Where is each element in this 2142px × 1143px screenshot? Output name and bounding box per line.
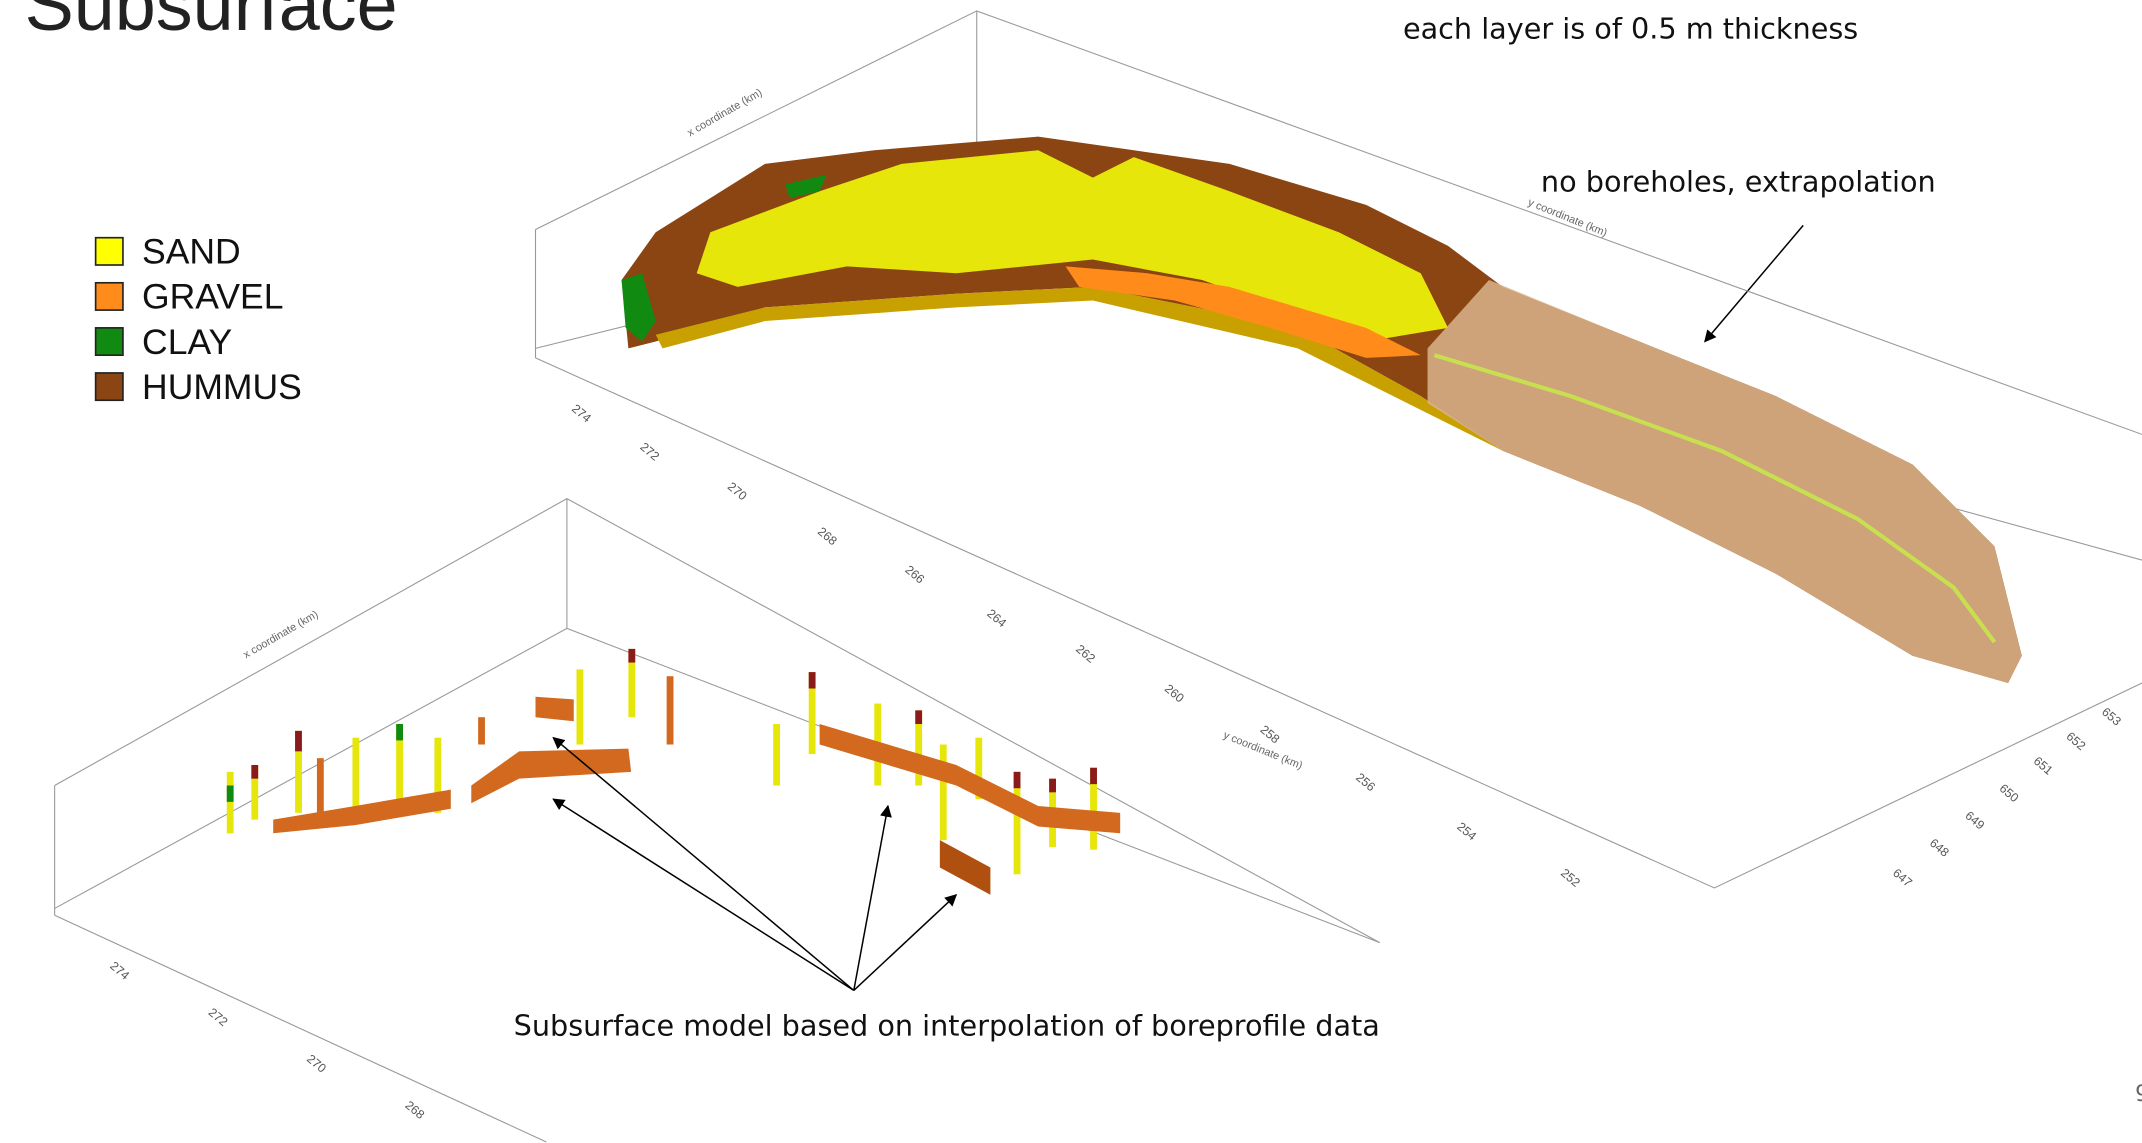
legend-swatch [96,283,123,310]
axis-label: y coordinate (km) [1526,197,1609,240]
legend-label: HUMMUS [142,367,302,407]
legend-label: GRAVEL [142,277,283,317]
legend-label: SAND [142,232,241,272]
tick-label: 651 [2031,754,2056,778]
boreholes [227,649,1120,895]
tick-label: 652 [2064,729,2089,753]
slide-title: Subsurface [25,0,398,46]
tick-label: 270 [304,1052,329,1076]
note: each layer is of 0.5 m thickness [1403,11,1858,45]
tick-label: 260 [1162,681,1187,705]
caption: Subsurface model based on interpolation … [514,1008,1380,1042]
arrow [1705,225,1803,341]
tick-label: 653 [2099,705,2124,729]
bottom-axes [55,499,1380,1142]
tick-label: 647 [1890,866,1915,890]
legend: SAND GRAVEL CLAY HUMMUS [96,232,302,407]
tick-label: 266 [902,563,927,587]
legend-swatch [96,328,123,355]
axis-label: x coordinate (km) [241,609,320,662]
tick-label: 648 [1927,836,1952,860]
tick-label: 262 [1073,642,1098,666]
tick-label: 274 [107,959,132,983]
bottom-tick-labels: 274 272 270 268 [107,959,427,1122]
tick-label: 274 [569,401,594,425]
legend-swatch [96,373,123,400]
note: no boreholes, extrapolation [1541,164,1936,198]
tick-label: 272 [637,440,662,464]
tick-label: 649 [1962,808,1987,832]
tick-label: 272 [206,1005,231,1029]
tick-label: 252 [1558,866,1583,890]
tick-label: 268 [402,1098,427,1122]
tick-label: 270 [725,479,750,503]
subsurface-model [622,137,2022,683]
page-number: 9 [2135,1082,2142,1107]
axis-label: x coordinate (km) [685,87,764,140]
legend-label: CLAY [142,322,232,362]
slide: Subsurface each layer is of 0.5 m thickn… [0,0,2142,1143]
tick-label: 268 [815,524,840,548]
tick-label: 650 [1997,781,2022,805]
tick-label: 264 [984,606,1009,630]
legend-swatch [96,238,123,265]
tick-label: 254 [1454,819,1479,843]
tick-label: 256 [1353,770,1378,794]
arrows [553,738,956,991]
